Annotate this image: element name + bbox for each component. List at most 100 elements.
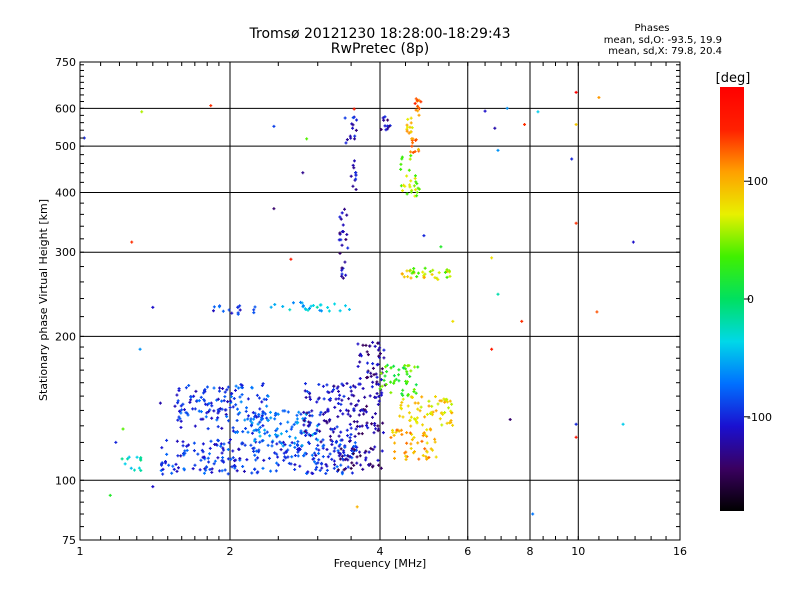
data-point (406, 125, 410, 129)
data-point (631, 240, 635, 244)
data-point (408, 183, 412, 187)
data-point (179, 419, 183, 423)
data-point (335, 465, 339, 469)
data-point (229, 457, 233, 461)
data-point (253, 467, 257, 471)
data-point (406, 275, 410, 279)
data-point (286, 420, 290, 424)
data-point (341, 412, 345, 416)
data-point (351, 384, 355, 388)
data-point (364, 458, 368, 462)
data-point (395, 428, 399, 432)
data-point (416, 365, 420, 369)
data-point (351, 123, 355, 127)
data-point (174, 462, 178, 466)
data-point (314, 453, 318, 457)
data-point (305, 390, 309, 394)
data-point (176, 399, 180, 403)
data-point (352, 166, 356, 170)
data-point (451, 423, 455, 427)
data-point (184, 386, 188, 390)
data-point (216, 411, 220, 415)
data-point (353, 385, 357, 389)
data-point (447, 406, 451, 410)
data-point (281, 304, 285, 308)
x-tick-label: 2 (227, 545, 234, 558)
data-point (250, 471, 254, 475)
data-point (400, 392, 404, 396)
data-point (252, 417, 256, 421)
data-point (257, 396, 261, 400)
data-point (420, 395, 424, 399)
data-point (371, 448, 375, 452)
data-point (445, 400, 449, 404)
data-point (346, 434, 350, 438)
data-point (208, 452, 212, 456)
data-point (212, 462, 216, 466)
data-point (269, 469, 273, 473)
data-point (436, 402, 440, 406)
grid-lines (80, 62, 680, 540)
data-point (311, 304, 315, 308)
data-point (333, 405, 337, 409)
data-point (430, 413, 434, 417)
data-point (288, 308, 292, 312)
data-point (353, 137, 357, 141)
data-point (345, 213, 349, 217)
data-point (416, 109, 420, 113)
data-point (260, 400, 264, 404)
data-point (302, 410, 306, 414)
data-point (199, 458, 203, 462)
data-point (176, 401, 180, 405)
data-point (179, 404, 183, 408)
data-point (437, 271, 441, 275)
data-point (274, 429, 278, 433)
data-point (376, 382, 380, 386)
data-point (219, 442, 223, 446)
data-point (236, 311, 240, 315)
data-point (250, 431, 254, 435)
data-point (292, 423, 296, 427)
data-point (238, 308, 242, 312)
data-point (380, 367, 384, 371)
data-point (371, 362, 375, 366)
data-point (377, 394, 381, 398)
data-point (226, 472, 230, 476)
data-point (160, 446, 164, 450)
data-point (252, 308, 256, 312)
data-point (260, 384, 264, 388)
data-point (413, 174, 417, 178)
data-point (433, 395, 437, 399)
data-point (291, 301, 295, 305)
data-point (383, 374, 387, 378)
data-point (279, 422, 283, 426)
data-point (179, 454, 183, 458)
y-tick-label: 750 (55, 56, 76, 69)
data-point (245, 458, 249, 462)
data-point (226, 385, 230, 389)
data-point (238, 457, 242, 461)
data-point (333, 446, 337, 450)
data-point (332, 449, 336, 453)
data-point (419, 100, 423, 104)
data-point (415, 416, 419, 420)
data-point (308, 307, 312, 311)
data-point (332, 466, 336, 470)
data-point (406, 392, 410, 396)
data-point (317, 452, 321, 456)
data-point (326, 390, 330, 394)
data-point (412, 266, 416, 270)
data-point (244, 409, 248, 413)
data-point (340, 211, 344, 215)
data-point (365, 404, 369, 408)
data-point (595, 310, 599, 314)
data-point (243, 443, 247, 447)
data-point (320, 462, 324, 466)
data-point (210, 404, 214, 408)
data-point (336, 449, 340, 453)
data-point (342, 394, 346, 398)
data-point (275, 427, 279, 431)
colorbar-ticks: 100 0 -100 (744, 175, 772, 424)
data-point (217, 409, 221, 413)
data-point (253, 415, 257, 419)
